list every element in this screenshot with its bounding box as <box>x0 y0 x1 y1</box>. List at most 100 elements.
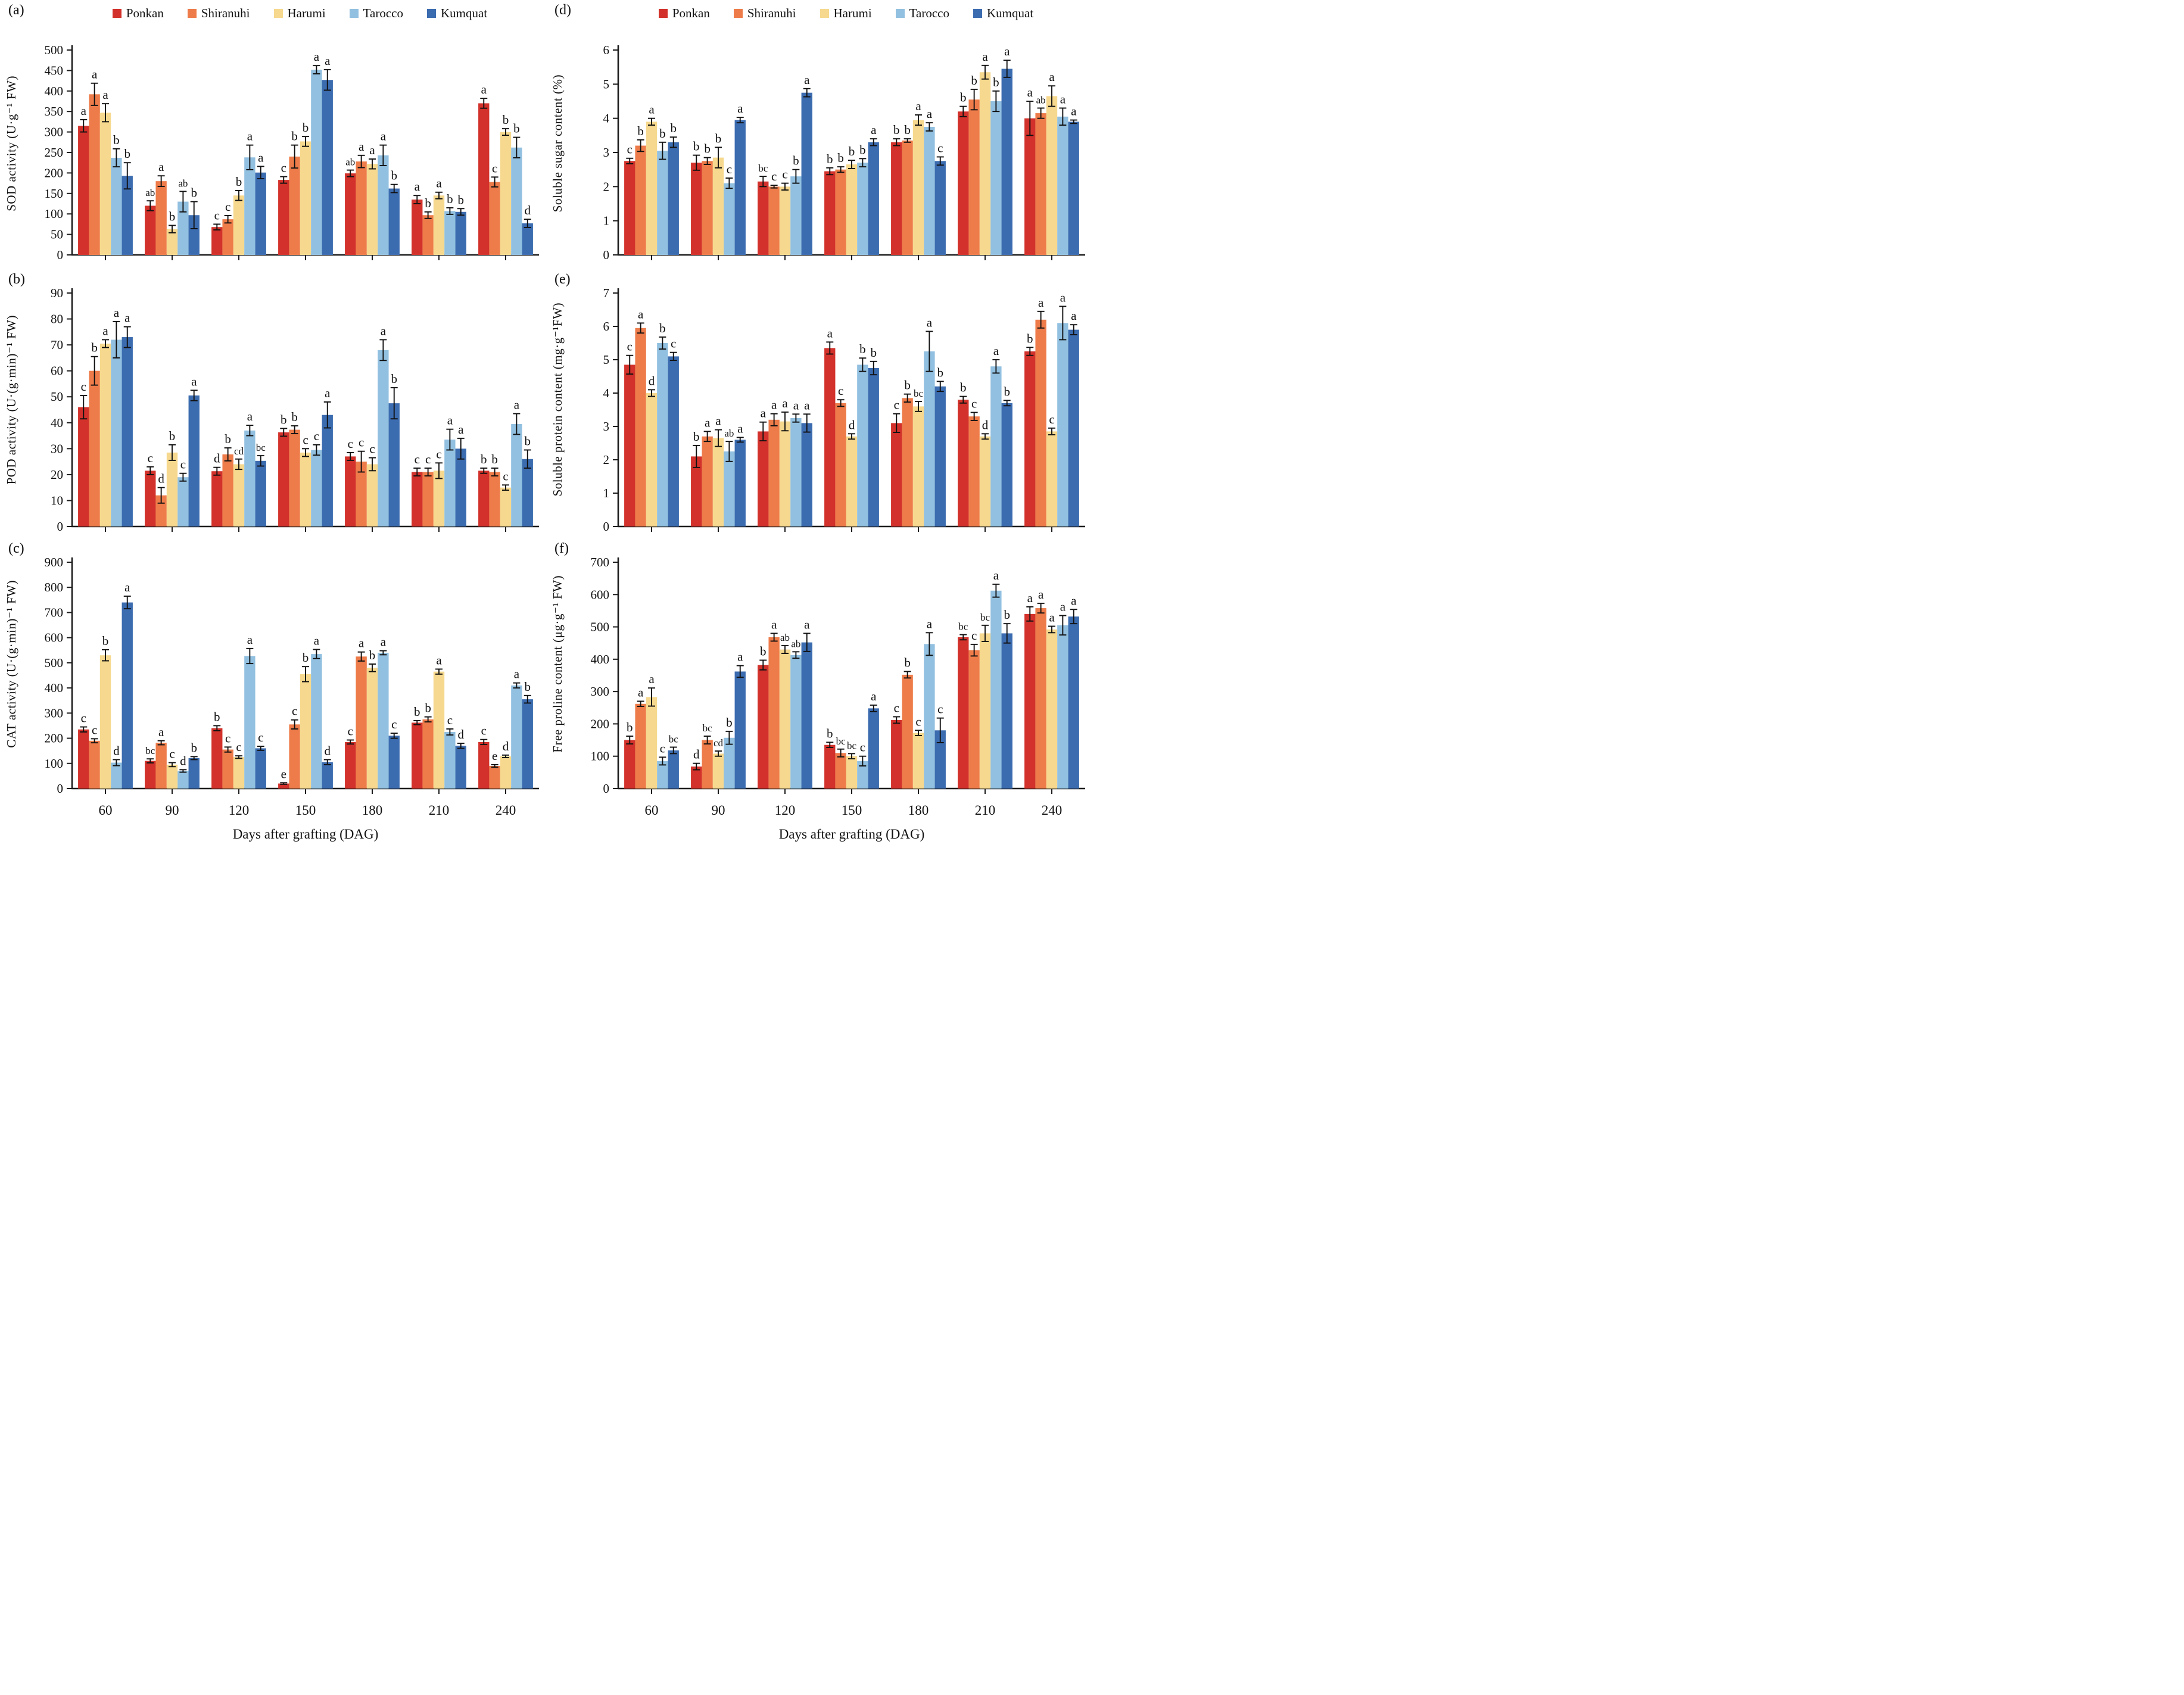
bar-ponkan-240dag <box>478 103 490 255</box>
bar-harumi-60dag <box>646 121 658 255</box>
bar-kumquat-210dag <box>1001 633 1012 789</box>
significance-letter: d <box>214 451 220 466</box>
legend-label: Shiranuhi <box>201 5 250 20</box>
significance-letter: b <box>169 209 176 223</box>
bar-shiranuhi-120dag <box>768 419 780 526</box>
significance-letter: bc <box>256 442 266 453</box>
bar-harumi-210dag <box>433 671 445 789</box>
y-tick-label: 90 <box>51 286 63 300</box>
significance-letter: d <box>158 472 164 486</box>
legend-swatch-icon <box>820 8 829 18</box>
significance-letter: c <box>782 167 787 182</box>
legend-item-kumquat: Kumquat <box>973 6 1033 21</box>
y-tick-label: 300 <box>45 125 64 139</box>
y-tick-label: 300 <box>45 706 64 720</box>
y-tick-label: 100 <box>45 207 64 221</box>
significance-letter: b <box>971 73 977 88</box>
significance-letter: b <box>303 650 309 665</box>
panel-e-soluble-protein: (e) Soluble protein content (mg·g⁻¹FW) 0… <box>546 269 1092 538</box>
significance-letter: b <box>960 381 967 395</box>
significance-letter: a <box>1004 44 1010 58</box>
y-axis-title-column: SOD activity (U·g⁻¹ FW) <box>0 26 23 269</box>
significance-letter: a <box>514 667 520 681</box>
y-axis-title: SOD activity (U·g⁻¹ FW) <box>4 76 18 211</box>
significance-letter: bc <box>980 612 990 623</box>
significance-letter: b <box>513 121 520 136</box>
significance-letter: b <box>425 196 431 210</box>
significance-letter: a <box>771 398 777 412</box>
significance-letter: a <box>191 374 197 388</box>
significance-letter: a <box>247 409 253 423</box>
significance-letter: b <box>1004 384 1010 398</box>
y-tick-label: 200 <box>45 731 64 746</box>
bar-tarocco-120dag <box>790 418 802 526</box>
bar-shiranuhi-150dag <box>289 429 300 526</box>
bar-harumi-120dag <box>233 195 245 255</box>
bar-harumi-60dag <box>646 697 658 789</box>
significance-letter: a <box>92 67 98 82</box>
legend-item-harumi: Harumi <box>273 5 326 21</box>
significance-letter: d <box>113 743 120 758</box>
y-tick-label: 600 <box>45 631 64 645</box>
bar-kumquat-180dag <box>388 736 400 789</box>
significance-letter: b <box>391 169 397 183</box>
bar-ponkan-60dag <box>78 407 89 526</box>
legend-item-tarocco: Tarocco <box>895 6 949 21</box>
bar-tarocco-210dag <box>444 211 456 255</box>
bar-tarocco-60dag <box>657 151 668 255</box>
significance-letter: a <box>993 568 999 582</box>
bar-ponkan-210dag <box>958 400 969 526</box>
significance-letter: d <box>982 417 989 432</box>
significance-letter: c <box>894 398 899 412</box>
bar-kumquat-90dag <box>188 758 200 789</box>
significance-letter: a <box>1027 85 1033 99</box>
significance-letter: c <box>180 457 186 472</box>
y-tick-label: 3 <box>603 145 610 160</box>
bar-harumi-60dag <box>99 113 111 255</box>
significance-letter: a <box>247 129 253 144</box>
significance-letter: a <box>827 326 833 340</box>
bar-harumi-210dag <box>433 471 445 526</box>
legend-swatch-icon <box>895 8 905 18</box>
y-tick-label: 400 <box>591 652 610 666</box>
significance-letter: c <box>214 208 220 222</box>
bar-kumquat-60dag <box>121 337 133 526</box>
bar-shiranuhi-150dag <box>835 753 846 789</box>
legend-swatch-icon <box>973 8 982 18</box>
significance-letter: c <box>838 384 843 398</box>
bar-harumi-240dag <box>500 487 512 526</box>
bar-tarocco-210dag <box>990 101 1002 255</box>
plot-area-wrap: Soluble protein content (mg·g⁻¹FW) 0 1 2 3 4… <box>546 269 1092 538</box>
bar-tarocco-180dag <box>378 155 389 255</box>
bar-tarocco-240dag <box>511 685 522 789</box>
significance-letter: c <box>627 339 633 354</box>
significance-letter: b <box>659 126 666 141</box>
bar-kumquat-120dag <box>801 423 812 526</box>
significance-letter: c <box>348 437 353 451</box>
significance-letter: a <box>771 617 777 631</box>
bar-tarocco-90dag <box>724 737 735 789</box>
significance-letter: a <box>871 123 877 137</box>
bar-ponkan-120dag <box>758 431 769 526</box>
significance-letter: bc <box>847 740 857 751</box>
significance-letter: c <box>481 724 487 738</box>
significance-letter: b <box>102 634 109 648</box>
significance-letter: a <box>1071 309 1077 323</box>
bar-tarocco-150dag <box>311 654 322 789</box>
significance-letter: c <box>436 447 441 461</box>
significance-letter: b <box>904 123 911 137</box>
y-axis-title: CAT activity (U·(g·min)⁻¹ FW) <box>4 580 18 748</box>
legend-label: Harumi <box>287 5 326 20</box>
y-tick-label: 1 <box>603 486 610 500</box>
legend-label: Tarocco <box>363 5 403 20</box>
legend: Ponkan Shiranuhi Harumi Tarocco Kumquat <box>546 0 1092 26</box>
significance-letter: ab <box>178 177 188 189</box>
y-tick-label: 900 <box>45 555 64 569</box>
significance-letter: a <box>102 88 108 102</box>
x-tick-label: 210 <box>975 803 996 818</box>
bar-ponkan-180dag <box>345 456 356 526</box>
bar-kumquat-120dag <box>801 642 812 789</box>
bar-shiranuhi-90dag <box>702 436 713 526</box>
significance-letter: a <box>1060 600 1066 614</box>
